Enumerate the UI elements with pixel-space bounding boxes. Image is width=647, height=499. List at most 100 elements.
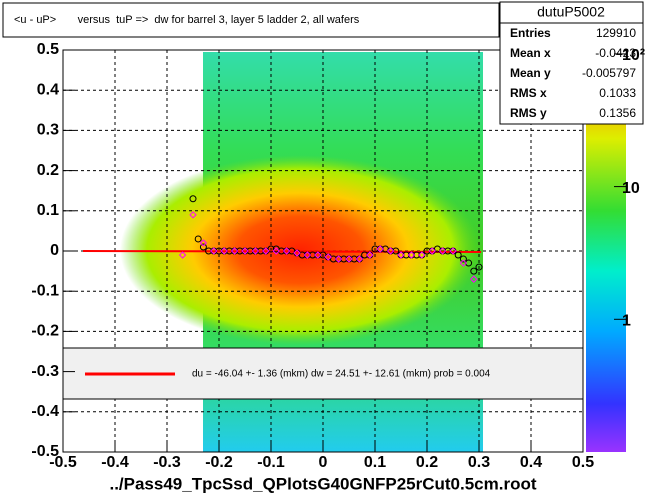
y-tick-label: -0.4 (31, 403, 59, 420)
profile-point (413, 251, 421, 259)
profile-point (246, 247, 254, 255)
profile-point (324, 253, 332, 261)
profile-point (277, 247, 285, 255)
profile-point (189, 211, 197, 219)
x-tick-label: 0.5 (572, 454, 594, 471)
profile-point (251, 247, 260, 255)
profile-point (402, 251, 410, 259)
chart-title: <u - uP> versus tuP => dw for barrel 3, … (14, 14, 360, 26)
profile-point (293, 249, 301, 257)
y-tick-label: 0.1 (37, 202, 59, 219)
x-tick-label: -0.3 (153, 454, 181, 471)
profile-point (371, 245, 379, 253)
profile-point (225, 247, 233, 255)
profile-point (449, 247, 457, 255)
profile-point (454, 251, 462, 259)
profile-point (428, 247, 436, 255)
colorbar-tick-label: 1 (622, 313, 631, 330)
y-tick-label: 0 (50, 242, 59, 259)
title-box (2, 2, 500, 38)
profile-point (199, 243, 207, 251)
profile-point (459, 259, 468, 267)
profile-point (470, 275, 478, 283)
profile-point (257, 247, 265, 255)
density-core (120, 155, 480, 345)
profile-point (470, 267, 478, 275)
x-tick-label: 0.1 (364, 454, 386, 471)
profile-point (282, 247, 291, 255)
profile-point (241, 247, 249, 255)
colorbar-tick-label: 10² (622, 47, 645, 64)
stats-label: Mean x (510, 46, 551, 60)
x-tick-label: -0.5 (49, 454, 77, 471)
profile-point (407, 251, 416, 259)
y-tick-label: 0.3 (37, 122, 59, 139)
profile-point (418, 251, 426, 259)
profile-point (355, 255, 364, 263)
x-tick-label: -0.2 (205, 454, 233, 471)
profile-point (397, 251, 405, 259)
profile-point (423, 247, 431, 255)
colorbar-tick-label: 10 (622, 180, 640, 197)
profile-point (262, 247, 270, 255)
profile-point (438, 247, 447, 255)
stats-label: RMS y (510, 106, 547, 120)
x-tick-label: -0.4 (101, 454, 129, 471)
profile-point (340, 255, 348, 263)
profile-point (194, 235, 202, 243)
x-axis-title: ../Pass49_TpcSsd_QPlotsG40GNFP25rCut0.5c… (109, 474, 536, 493)
y-tick-label: -0.5 (31, 443, 59, 460)
profile-point (444, 247, 452, 255)
profile-point (215, 247, 223, 255)
stats-label: Mean y (510, 66, 551, 80)
profile-point (210, 247, 218, 255)
y-tick-label: -0.3 (31, 363, 59, 380)
profile-point (350, 255, 358, 263)
profile-point (309, 251, 317, 259)
stats-value: -0.005797 (582, 66, 636, 80)
y-tick-label: 0.4 (37, 81, 59, 98)
stats-value: 0.1033 (599, 86, 636, 100)
profile-point (361, 251, 369, 259)
profile-point (267, 245, 275, 253)
profile-point (220, 247, 228, 255)
profile-point (236, 247, 244, 255)
stats-title: dutuP5002 (537, 4, 605, 20)
marks (178, 195, 483, 283)
x-tick-label: -0.1 (257, 454, 285, 471)
y-tick-label: 0.5 (37, 41, 59, 58)
y-tick-label: 0.2 (37, 162, 59, 179)
y-tick-label: -0.2 (31, 323, 59, 340)
x-tick-label: 0.4 (520, 454, 542, 471)
profile-point (298, 251, 306, 259)
profile-point (189, 195, 197, 203)
profile-point (199, 239, 208, 247)
x-tick-label: 0.3 (468, 454, 490, 471)
profile-point (376, 245, 384, 253)
stats-box (499, 1, 644, 125)
stats-value: -0.0423 (595, 46, 636, 60)
profile-point (272, 247, 280, 255)
stats-label: RMS x (510, 86, 547, 100)
profile-point (366, 251, 374, 259)
stats-label: Entries (510, 26, 551, 40)
fit-line (82, 250, 482, 253)
profile-point (303, 251, 312, 259)
profile-point (345, 255, 353, 263)
profile-point (230, 247, 239, 255)
profile-point (475, 263, 483, 271)
stats-value: 0.1356 (599, 106, 636, 120)
x-tick-label: 0.2 (416, 454, 438, 471)
profile-point (465, 259, 473, 267)
profile-point (392, 247, 400, 255)
profile-point (314, 251, 322, 259)
profile-point (178, 251, 187, 259)
fit-label: du = -46.04 +- 1.36 (mkm) dw = 24.51 +- … (192, 369, 491, 380)
profile-point (329, 255, 337, 263)
profile-point (459, 255, 467, 263)
stats-value: 129910 (596, 26, 636, 40)
profile-point (334, 255, 343, 263)
y-tick-label: -0.1 (31, 282, 59, 299)
x-tick-label: 0 (319, 454, 328, 471)
